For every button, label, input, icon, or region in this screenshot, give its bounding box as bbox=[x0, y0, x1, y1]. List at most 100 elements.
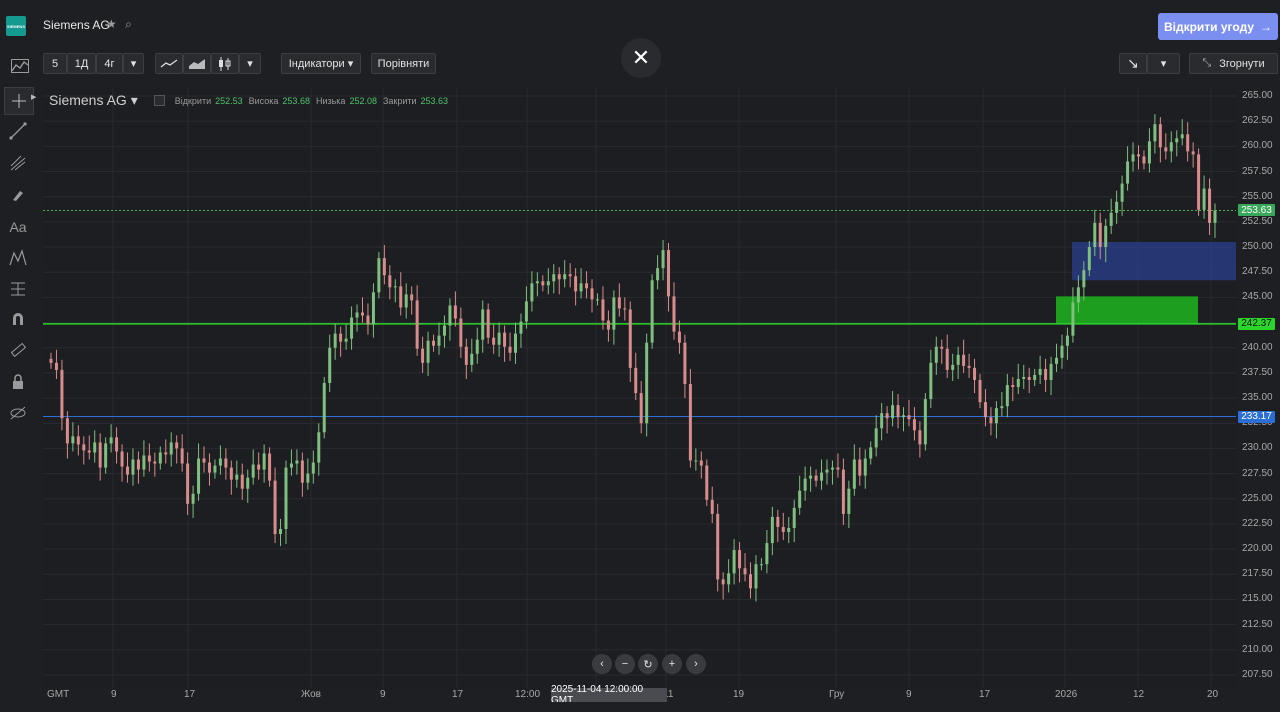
close-button[interactable]: ✕ bbox=[621, 38, 661, 78]
candle-body[interactable] bbox=[885, 413, 889, 419]
candle-body[interactable] bbox=[503, 332, 507, 347]
candle-body[interactable] bbox=[738, 550, 742, 569]
candle-body[interactable] bbox=[634, 367, 638, 394]
candle-body[interactable] bbox=[229, 467, 233, 480]
measure-icon[interactable] bbox=[4, 276, 32, 302]
candle-body[interactable] bbox=[1033, 374, 1037, 380]
candle-body[interactable] bbox=[983, 402, 987, 418]
candle-body[interactable] bbox=[1098, 222, 1102, 248]
interval-5-button[interactable]: 5 bbox=[43, 53, 67, 74]
candle-body[interactable] bbox=[661, 250, 665, 269]
candle-body[interactable] bbox=[1005, 384, 1009, 407]
candle-body[interactable] bbox=[65, 418, 69, 444]
candle-body[interactable] bbox=[109, 437, 113, 444]
candle-body[interactable] bbox=[934, 346, 938, 363]
candle-body[interactable] bbox=[896, 405, 900, 418]
candle-body[interactable] bbox=[475, 339, 479, 354]
candle-body[interactable] bbox=[1104, 225, 1108, 248]
candle-body[interactable] bbox=[218, 458, 222, 466]
candle-body[interactable] bbox=[912, 419, 916, 431]
collapse-button[interactable]: ⤡ Згорнути bbox=[1189, 53, 1278, 74]
candle-body[interactable] bbox=[49, 358, 53, 363]
candle-body[interactable] bbox=[399, 286, 403, 308]
candle-body[interactable] bbox=[289, 463, 293, 468]
candle-body[interactable] bbox=[1191, 151, 1195, 155]
candle-body[interactable] bbox=[393, 286, 397, 288]
open-trade-button[interactable]: Відкрити угоду → bbox=[1158, 13, 1278, 40]
candle-body[interactable] bbox=[601, 299, 605, 321]
candle-body[interactable] bbox=[809, 475, 813, 479]
candle-body[interactable] bbox=[1186, 134, 1190, 152]
candle-body[interactable] bbox=[1147, 141, 1151, 164]
trendline-icon[interactable] bbox=[4, 118, 32, 144]
lock-icon[interactable] bbox=[4, 369, 32, 395]
brush-icon[interactable] bbox=[4, 182, 32, 208]
candle-body[interactable] bbox=[1071, 302, 1075, 336]
candle-body[interactable] bbox=[929, 362, 933, 400]
candle-body[interactable] bbox=[776, 516, 780, 527]
candle-body[interactable] bbox=[962, 354, 966, 366]
candle-body[interactable] bbox=[388, 275, 392, 288]
candle-body[interactable] bbox=[1169, 142, 1173, 152]
candle-body[interactable] bbox=[710, 499, 714, 514]
candle-body[interactable] bbox=[1158, 124, 1162, 148]
candle-body[interactable] bbox=[1000, 406, 1004, 409]
candle-body[interactable] bbox=[339, 333, 343, 342]
candle-body[interactable] bbox=[180, 448, 184, 464]
candle-body[interactable] bbox=[453, 305, 457, 319]
candle-body[interactable] bbox=[71, 436, 75, 444]
candle-body[interactable] bbox=[464, 346, 468, 365]
chart-area[interactable] bbox=[43, 87, 1237, 688]
candle-body[interactable] bbox=[442, 325, 446, 336]
candle-body[interactable] bbox=[743, 568, 747, 575]
candle-body[interactable] bbox=[371, 292, 375, 325]
candle-body[interactable] bbox=[880, 413, 884, 429]
interval-1d-button[interactable]: 1Д bbox=[67, 53, 96, 74]
candle-body[interactable] bbox=[891, 405, 895, 419]
candle-body[interactable] bbox=[825, 469, 829, 473]
candle-body[interactable] bbox=[1093, 222, 1097, 248]
candle-body[interactable] bbox=[814, 475, 818, 481]
candle-body[interactable] bbox=[1213, 210, 1217, 223]
candle-body[interactable] bbox=[595, 299, 599, 301]
candle-body[interactable] bbox=[76, 436, 80, 445]
candle-body[interactable] bbox=[300, 460, 304, 483]
candle-body[interactable] bbox=[863, 458, 867, 476]
candle-body[interactable] bbox=[492, 337, 496, 345]
candle-body[interactable] bbox=[235, 474, 239, 480]
candle-body[interactable] bbox=[765, 543, 769, 565]
candle-body[interactable] bbox=[716, 513, 720, 580]
candle-chart-button[interactable] bbox=[211, 53, 239, 74]
candle-body[interactable] bbox=[262, 453, 266, 470]
candle-body[interactable] bbox=[858, 459, 862, 476]
candle-body[interactable] bbox=[1164, 147, 1168, 152]
candle-body[interactable] bbox=[322, 382, 326, 433]
candle-body[interactable] bbox=[530, 283, 534, 302]
ruler-icon[interactable] bbox=[4, 338, 32, 364]
candle-body[interactable] bbox=[967, 365, 971, 368]
candle-body[interactable] bbox=[574, 276, 578, 292]
candle-body[interactable] bbox=[284, 467, 288, 529]
crosshair-icon[interactable] bbox=[4, 87, 34, 115]
candle-body[interactable] bbox=[732, 550, 736, 574]
candle-body[interactable] bbox=[541, 281, 545, 286]
candle-body[interactable] bbox=[688, 383, 692, 461]
candle-body[interactable] bbox=[224, 458, 228, 468]
candle-body[interactable] bbox=[973, 367, 977, 380]
candle-body[interactable] bbox=[519, 321, 523, 334]
candle-body[interactable] bbox=[1038, 368, 1042, 375]
zone-rect[interactable] bbox=[1072, 242, 1237, 281]
candle-body[interactable] bbox=[1197, 154, 1201, 210]
candle-body[interactable] bbox=[126, 466, 130, 475]
candle-body[interactable] bbox=[781, 526, 785, 533]
candle-body[interactable] bbox=[481, 309, 485, 340]
candle-body[interactable] bbox=[1065, 335, 1069, 346]
candle-body[interactable] bbox=[1027, 376, 1031, 380]
candle-body[interactable] bbox=[672, 296, 676, 332]
chart-type-dropdown-button[interactable]: ▾ bbox=[239, 53, 261, 74]
candle-body[interactable] bbox=[317, 432, 321, 463]
candle-body[interactable] bbox=[257, 464, 261, 470]
candle-body[interactable] bbox=[410, 294, 414, 301]
candle-body[interactable] bbox=[60, 369, 64, 419]
candle-body[interactable] bbox=[1109, 212, 1113, 226]
